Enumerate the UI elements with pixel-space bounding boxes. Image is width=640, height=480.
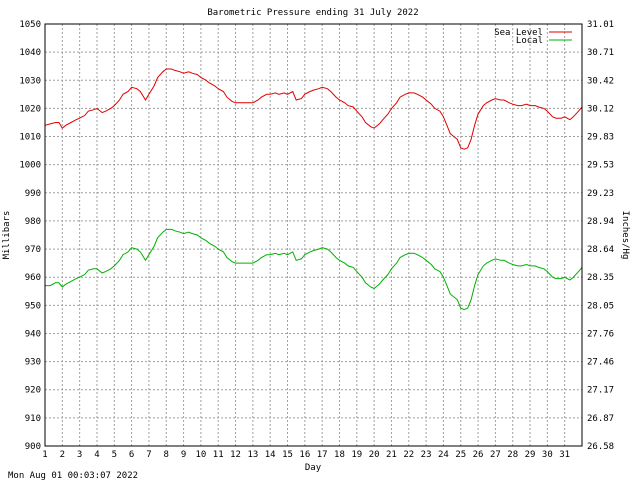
y-tick-label-left: 970 [25,245,41,255]
left-axis-label: Millibars [2,211,12,260]
y-tick-label-left: 1050 [19,20,41,30]
series-line-local [45,228,583,311]
y-tick-label-right: 27.46 [587,358,614,368]
x-tick-label: 16 [299,450,310,460]
y-tick-label-right: 31.01 [587,20,614,30]
x-tick-label: 10 [195,450,206,460]
y-tick-label-left: 1030 [19,76,41,86]
right-axis-label: Inches/Hg [620,211,630,260]
x-tick-label: 21 [386,450,397,460]
x-tick-label: 11 [213,450,224,460]
x-tick-label: 13 [247,450,258,460]
x-axis-ticks: 1 2 3 4 5 6 7 8 9 10 11 12 13 14 15 16 17 18 19 20 21 22 23 24 2… [42,450,570,460]
y-tick-label-right: 26.58 [587,442,614,452]
x-tick-label: 5 [112,450,117,460]
y-tick-label-left: 1010 [19,133,41,143]
x-tick-label: 25 [455,450,466,460]
x-axis-label: Day [305,463,322,473]
x-tick-label: 31 [559,450,570,460]
y-tick-label-left: 1020 [19,104,41,114]
plot-frame [44,23,583,447]
y-tick-label-right: 29.23 [587,189,614,199]
grid-layer [45,24,582,446]
y-tick-label-left: 950 [25,301,41,311]
y-tick-label-left: 980 [25,217,41,227]
legend-label-sea-level: Sea Level [494,28,543,38]
x-tick-label: 20 [369,450,380,460]
y-tick-label-right: 29.83 [587,133,614,143]
x-tick-label: 1 [42,450,47,460]
x-tick-label: 30 [542,450,553,460]
y-tick-label-right: 28.64 [587,245,614,255]
x-tick-label: 15 [282,450,293,460]
x-tick-label: 7 [146,450,151,460]
chart-title: Barometric Pressure ending 31 July 2022 [207,8,418,18]
x-tick-label: 18 [334,450,345,460]
x-tick-label: 4 [94,450,99,460]
x-tick-label: 22 [403,450,414,460]
y-tick-label-right: 30.71 [587,48,614,58]
x-tick-label: 27 [490,450,501,460]
y-tick-label-right: 27.76 [587,329,614,339]
x-tick-label: 17 [317,450,328,460]
y-tick-label-right: 30.12 [587,104,614,114]
x-tick-label: 14 [265,450,276,460]
y-tick-label-right: 28.94 [587,217,614,227]
series-layer [44,68,583,311]
x-tick-label: 9 [181,450,186,460]
y-tick-label-left: 900 [25,442,41,452]
y-tick-label-left: 1040 [19,48,41,58]
y-tick-label-right: 30.42 [587,76,614,86]
y-tick-label-right: 27.17 [587,386,614,396]
legend: Sea Level Local [494,28,572,46]
x-tick-label: 6 [129,450,134,460]
x-tick-label: 19 [351,450,362,460]
y-tick-label-left: 920 [25,386,41,396]
series-line-sea-level [44,68,583,150]
x-tick-label: 12 [230,450,241,460]
x-tick-label: 8 [164,450,169,460]
x-tick-label: 28 [507,450,518,460]
x-tick-label: 3 [77,450,82,460]
timestamp: Mon Aug 01 00:03:07 2022 [8,471,138,480]
y-tick-label-left: 930 [25,358,41,368]
legend-label-local: Local [516,36,543,46]
y-tick-label-right: 26.87 [587,414,614,424]
x-tick-label: 24 [438,450,449,460]
x-tick-label: 2 [60,450,65,460]
y-tick-label-right: 29.53 [587,161,614,171]
x-tick-label: 26 [473,450,484,460]
y-tick-label-left: 940 [25,329,41,339]
y-tick-label-right: 28.35 [587,273,614,283]
x-tick-label: 23 [421,450,432,460]
y-tick-label-right: 28.05 [587,301,614,311]
x-tick-label: 29 [525,450,536,460]
left-axis-ticks: 900 910 920 930 940 950 960 970 980 990 1000 1010 10… [19,20,41,452]
y-tick-label-left: 960 [25,273,41,283]
right-axis-ticks: 26.58 26.87 27.17 27.46 27.76 28.05 28.35 28.64… [587,20,614,452]
y-tick-label-left: 990 [25,189,41,199]
y-tick-label-left: 1000 [19,161,41,171]
y-tick-label-left: 910 [25,414,41,424]
